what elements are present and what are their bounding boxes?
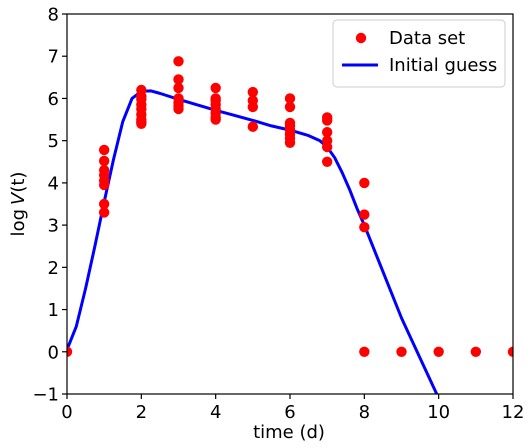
legend: Data set Initial guess [332, 19, 506, 88]
legend-label-initial-guess: Initial guess [389, 55, 497, 76]
data-point [67, 346, 73, 357]
data-point [98, 207, 110, 218]
data-point [433, 346, 444, 357]
data-point [321, 156, 333, 167]
y-axis-label-arg: (t) [8, 172, 29, 193]
data-point [359, 177, 370, 189]
y-tick-label: 2 [48, 258, 59, 279]
data-point [321, 127, 333, 138]
y-tick-label: 6 [48, 89, 59, 110]
data-point [284, 101, 296, 113]
data-point [247, 121, 259, 132]
data-point [507, 346, 513, 357]
data-point [173, 82, 184, 94]
data-point [210, 82, 221, 94]
y-axis-label: log V(t) [8, 172, 29, 237]
data-point [173, 56, 184, 67]
x-tick-label: 12 [502, 402, 525, 423]
data-point [284, 137, 296, 148]
y-axis-label-log: log [8, 209, 29, 236]
x-tick-label: 8 [359, 402, 370, 423]
y-tick-label: 7 [48, 47, 59, 68]
data-point [247, 101, 259, 113]
x-axis-label: time (d) [253, 422, 325, 443]
data-point [396, 346, 407, 357]
x-tick-label: 2 [136, 402, 147, 423]
legend-box [332, 19, 506, 88]
y-tick-label: 5 [48, 131, 59, 152]
data-point [98, 155, 110, 167]
data-point [321, 141, 333, 153]
data-point [98, 144, 110, 156]
x-tick-label: 0 [61, 402, 72, 423]
legend-label-data-set: Data set [389, 28, 465, 49]
data-point [173, 103, 184, 115]
y-tick-label: 0 [48, 342, 59, 363]
data-point [210, 114, 221, 125]
y-tick-label: 1 [48, 300, 59, 321]
data-point [359, 346, 370, 357]
y-tick-label: 8 [48, 5, 59, 26]
initial-guess-line [67, 89, 439, 394]
data-point [359, 209, 370, 220]
legend-marker-data-set [355, 32, 367, 44]
data-point [173, 74, 184, 85]
y-tick-label: −1 [32, 385, 59, 406]
x-tick-label: 10 [427, 402, 450, 423]
data-point [284, 93, 296, 104]
data-point [247, 86, 259, 98]
x-tick-label: 4 [210, 402, 221, 423]
y-tick-label: 3 [48, 216, 59, 237]
data-point [321, 115, 333, 126]
data-point [98, 179, 110, 191]
data-point [470, 346, 482, 357]
plot-data-layer [67, 56, 513, 394]
y-tick-label: 4 [48, 173, 59, 194]
y-axis-label-var: V [8, 191, 29, 205]
x-tick-label: 6 [284, 402, 295, 423]
data-point [98, 198, 110, 210]
data-point [136, 118, 147, 129]
data-point [359, 222, 370, 233]
